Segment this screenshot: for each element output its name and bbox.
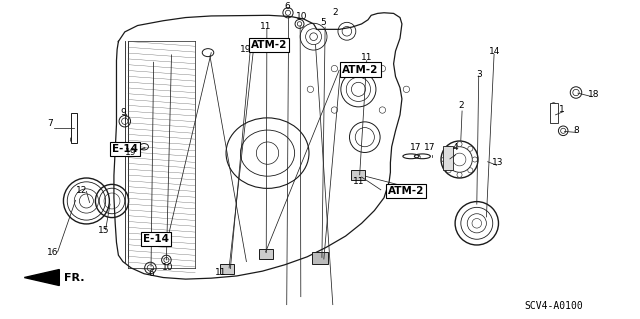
- Text: 11: 11: [215, 268, 227, 277]
- Text: E-14: E-14: [112, 144, 138, 154]
- Text: 19: 19: [240, 45, 252, 54]
- Text: 15: 15: [98, 226, 109, 235]
- Text: 5: 5: [321, 19, 326, 27]
- Circle shape: [472, 157, 477, 162]
- Bar: [550, 103, 557, 123]
- Circle shape: [468, 168, 473, 173]
- Circle shape: [446, 168, 451, 173]
- Text: ATM-2: ATM-2: [251, 40, 287, 50]
- Text: 1: 1: [559, 105, 564, 114]
- Text: 10: 10: [296, 12, 308, 21]
- Text: 3: 3: [476, 70, 481, 78]
- Text: 19: 19: [125, 148, 136, 157]
- Text: 6: 6: [149, 269, 154, 278]
- Text: 11: 11: [361, 53, 372, 62]
- Text: 14: 14: [489, 47, 500, 56]
- Text: 2: 2: [332, 8, 337, 17]
- Text: 4: 4: [453, 143, 458, 152]
- Text: 12: 12: [76, 186, 87, 195]
- Circle shape: [457, 142, 462, 147]
- Text: ATM-2: ATM-2: [388, 186, 424, 196]
- Text: 6: 6: [285, 2, 290, 11]
- Bar: [259, 249, 273, 259]
- Bar: [351, 170, 365, 181]
- Text: 10: 10: [162, 263, 173, 271]
- Text: 7: 7: [47, 119, 52, 128]
- Bar: [443, 146, 453, 170]
- Circle shape: [468, 146, 473, 151]
- Text: 11: 11: [260, 22, 271, 31]
- Text: 17: 17: [410, 143, 422, 152]
- Text: 13: 13: [492, 158, 504, 167]
- Text: 8: 8: [573, 126, 579, 135]
- Bar: [70, 113, 77, 143]
- Text: 9: 9: [120, 108, 125, 117]
- Bar: [220, 263, 234, 274]
- Text: 16: 16: [47, 248, 59, 256]
- Polygon shape: [24, 270, 60, 286]
- Circle shape: [446, 146, 451, 151]
- Circle shape: [457, 172, 462, 177]
- Text: 18: 18: [588, 90, 600, 99]
- Text: SCV4-A0100: SCV4-A0100: [525, 301, 584, 311]
- Text: 2: 2: [458, 101, 463, 110]
- Text: E-14: E-14: [143, 234, 169, 244]
- Bar: [312, 252, 328, 264]
- Text: ATM-2: ATM-2: [342, 64, 379, 75]
- Circle shape: [442, 157, 447, 162]
- Text: 17: 17: [424, 143, 436, 152]
- Text: FR.: FR.: [64, 272, 85, 283]
- Text: 11: 11: [353, 177, 364, 186]
